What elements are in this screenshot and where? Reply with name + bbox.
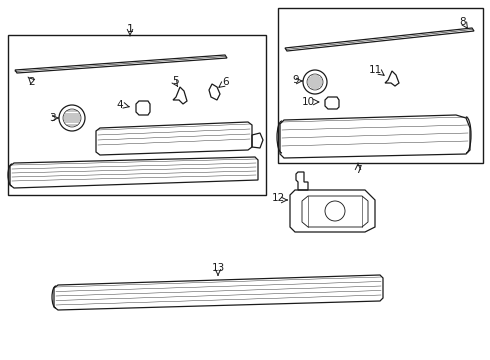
Text: 11: 11 (368, 65, 382, 75)
Text: 7: 7 (355, 165, 361, 175)
Bar (8, 35, 266, 195)
Text: 8: 8 (460, 17, 466, 27)
Text: 3: 3 (49, 113, 55, 123)
Text: 5: 5 (172, 76, 178, 86)
Text: 1: 1 (126, 24, 133, 34)
Text: 12: 12 (271, 193, 285, 203)
Text: 10: 10 (301, 97, 315, 107)
Text: 6: 6 (222, 77, 229, 87)
Text: 2: 2 (29, 77, 35, 87)
Text: 4: 4 (117, 100, 123, 110)
Bar (278, 8, 483, 163)
Text: 9: 9 (293, 75, 299, 85)
Text: 13: 13 (211, 263, 224, 273)
